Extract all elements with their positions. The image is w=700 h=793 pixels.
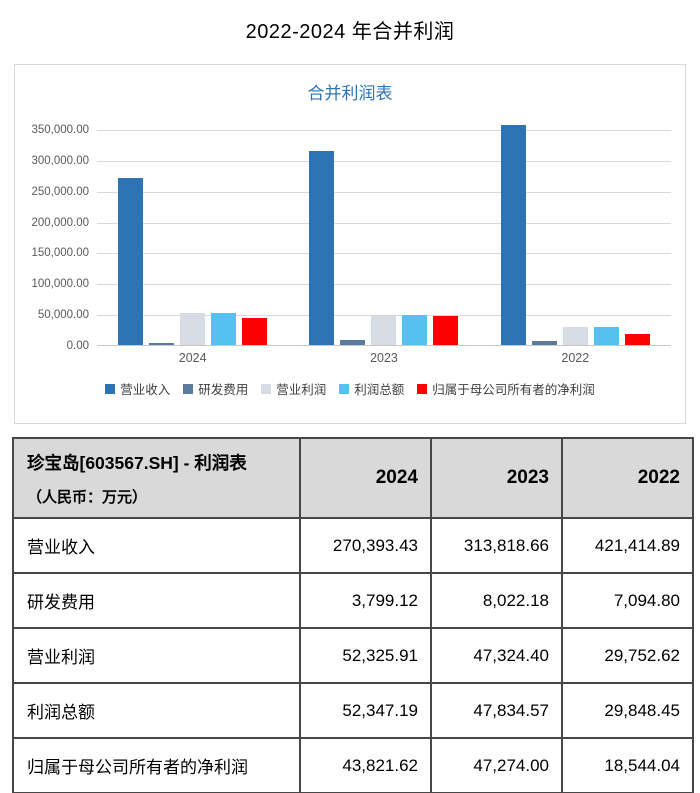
row-label: 营业收入 [12, 517, 301, 574]
gridline [97, 130, 671, 131]
y-axis-tick-label: 200,000.00 [31, 216, 89, 229]
chart-bar [180, 312, 206, 345]
legend-label: 营业利润 [276, 383, 327, 397]
gridline [97, 222, 671, 224]
legend-item: 研发费用 [183, 379, 248, 398]
row-value: 47,324.40 [430, 627, 563, 684]
chart-bar [593, 326, 619, 345]
bar-group-2022 [480, 125, 671, 345]
row-value: 43,821.62 [299, 737, 432, 793]
table-title-cell: 珍宝岛[603567.SH] - 利润表 （人民币：万元） [12, 437, 301, 519]
chart-bar [118, 178, 144, 345]
chart-bar [149, 342, 175, 345]
row-value: 47,274.00 [430, 737, 563, 793]
y-axis-tick-label: 300,000.00 [31, 154, 89, 167]
x-axis-label: 2022 [561, 351, 590, 365]
chart-bar [309, 151, 335, 345]
legend-swatch-icon [105, 383, 116, 394]
page-title: 2022-2024 年合并利润 [245, 21, 455, 43]
row-value: 7,094.80 [561, 572, 694, 629]
y-axis-tick-label: 250,000.00 [31, 185, 89, 198]
table-year-header: 2023 [430, 437, 563, 519]
row-value: 52,347.19 [299, 682, 432, 739]
chart-bar [402, 315, 428, 345]
legend-label: 归属于母公司所有者的净利润 [432, 383, 595, 397]
gridline [97, 315, 671, 317]
table-row: 研发费用 3,799.12 8,022.18 7,094.80 [12, 572, 694, 629]
legend-item: 营业利润 [261, 379, 326, 398]
row-label: 营业利润 [12, 627, 301, 684]
legend-item: 营业收入 [105, 379, 170, 398]
gridline [97, 253, 671, 255]
row-label: 利润总额 [12, 682, 301, 739]
table-row: 利润总额 52,347.19 47,834.57 29,848.45 [12, 682, 694, 739]
gridline [97, 284, 671, 286]
row-value: 47,834.57 [430, 682, 563, 739]
row-value: 270,393.43 [299, 517, 432, 574]
table-row: 归属于母公司所有者的净利润 43,821.62 47,274.00 18,544.04 [12, 737, 694, 793]
table-row: 营业利润 52,325.91 47,324.40 29,752.62 [12, 627, 694, 684]
chart-bar [242, 317, 268, 345]
chart-bar [340, 340, 366, 345]
legend-swatch-icon [339, 383, 350, 394]
gridline [97, 160, 671, 162]
row-value: 313,818.66 [430, 517, 563, 574]
chart-bar [371, 315, 397, 345]
y-axis-tick-label: 50,000.00 [37, 309, 89, 322]
bar-group-2024 [97, 125, 288, 345]
table-year-header: 2022 [561, 437, 694, 519]
chart-body: 350,000.00 300,000.00 250,000.00 200,000.00… [15, 124, 685, 352]
y-axis-tick-label: 0.00 [66, 340, 89, 352]
bar-group-2023 [288, 125, 479, 345]
row-value: 8,022.18 [430, 572, 563, 629]
legend-item: 归属于母公司所有者的净利润 [417, 379, 595, 398]
legend-label: 研发费用 [198, 383, 249, 397]
y-axis-tick-label: 350,000.00 [31, 124, 89, 136]
chart-bar [624, 333, 650, 345]
row-value: 29,752.62 [561, 627, 694, 684]
profit-table: 珍宝岛[603567.SH] - 利润表 （人民币：万元） 2024 2023 20… [12, 437, 694, 793]
chart-bar [500, 125, 526, 345]
chart-bar [433, 315, 459, 345]
chart-legend: 营业收入 研发费用 营业利润 利润总额 归属于母公司所有者的净利润 [15, 379, 685, 398]
legend-label: 利润总额 [354, 383, 405, 397]
row-value: 29,848.45 [561, 682, 694, 739]
table-year-header: 2024 [299, 437, 432, 519]
x-axis-label: 2023 [370, 351, 398, 365]
plot-area [97, 125, 671, 346]
chart-bar [562, 326, 588, 345]
y-axis: 350,000.00 300,000.00 250,000.00 200,000.00… [15, 124, 97, 352]
legend-swatch-icon [417, 383, 428, 394]
row-label: 研发费用 [12, 572, 301, 629]
row-value: 52,325.91 [299, 627, 432, 684]
row-value: 421,414.89 [561, 517, 694, 574]
table-title: 珍宝岛[603567.SH] - 利润表 [27, 452, 247, 473]
table-currency-unit: （人民币：万元） [27, 488, 148, 506]
chart-title: 合并利润表 [307, 84, 393, 103]
table-header-row: 珍宝岛[603567.SH] - 利润表 （人民币：万元） 2024 2023 20… [12, 437, 694, 519]
y-axis-tick-label: 150,000.00 [31, 247, 89, 260]
x-axis-label: 2024 [178, 351, 207, 365]
row-value: 3,799.12 [299, 572, 432, 629]
gridline [97, 191, 671, 193]
row-label: 归属于母公司所有者的净利润 [12, 737, 301, 793]
row-value: 18,544.04 [561, 737, 694, 793]
table-row: 营业收入 270,393.43 313,818.66 421,414.89 [12, 517, 694, 574]
legend-swatch-icon [183, 383, 194, 394]
y-axis-tick-label: 100,000.00 [31, 278, 89, 291]
chart-bar [211, 312, 237, 345]
x-axis-labels: 2024 2023 2022 [97, 351, 685, 365]
legend-item: 利润总额 [339, 379, 404, 398]
legend-swatch-icon [261, 383, 272, 394]
profit-chart-card: 合并利润表 350,000.00 300,000.00 250,000.00 200,… [14, 64, 686, 424]
legend-label: 营业收入 [120, 383, 171, 397]
chart-bar [531, 340, 557, 345]
